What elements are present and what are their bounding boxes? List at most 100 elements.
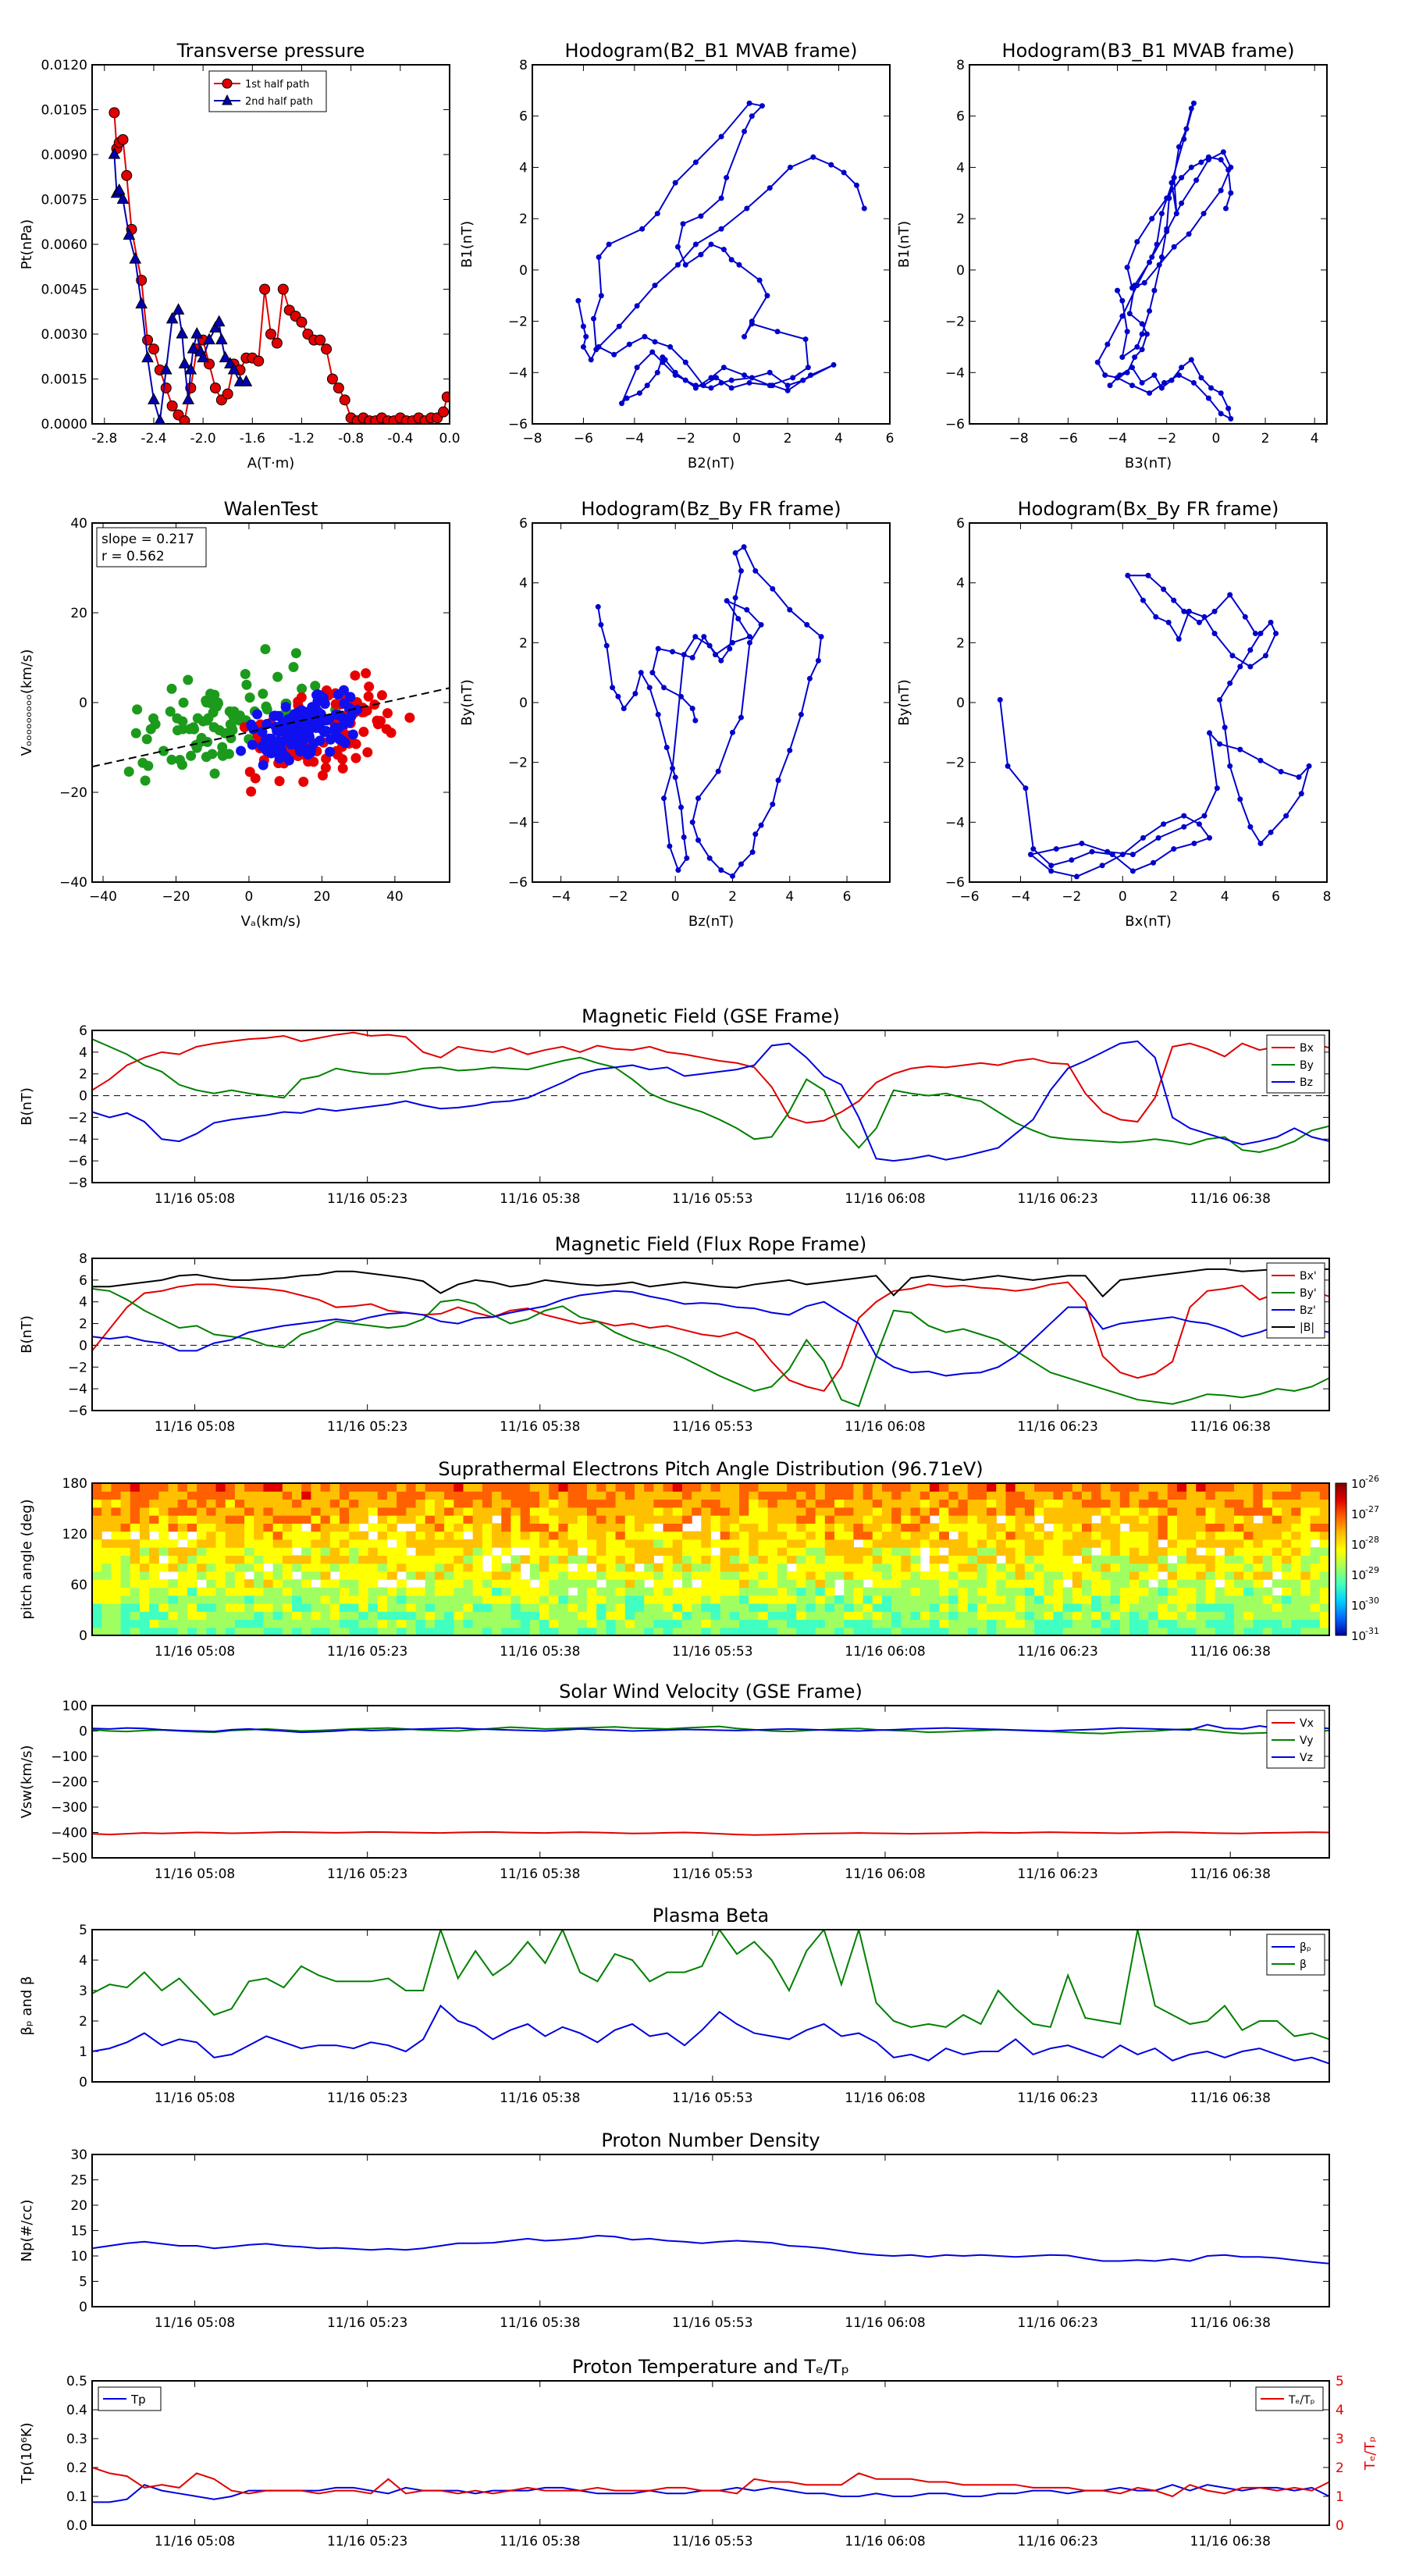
x-tick-label: 11/16 06:08 <box>845 1419 925 1435</box>
heatmap-cell <box>234 1571 245 1580</box>
data-point <box>720 247 727 253</box>
heatmap-cell <box>549 1531 560 1540</box>
heatmap-cell <box>120 1611 131 1621</box>
heatmap-cell <box>549 1555 560 1564</box>
data-point <box>764 293 770 299</box>
heatmap-cell <box>1272 1523 1282 1532</box>
data-point <box>108 107 120 119</box>
heatmap-cell <box>1176 1499 1187 1508</box>
heatmap-cell <box>891 1579 902 1589</box>
heatmap-cell <box>967 1587 978 1596</box>
data-point <box>1168 377 1175 383</box>
heatmap-cell <box>1110 1563 1121 1572</box>
heatmap-cell <box>587 1627 597 1636</box>
heatmap-cell <box>844 1539 854 1548</box>
data-point <box>1129 868 1136 874</box>
heatmap-cell <box>263 1627 274 1636</box>
axes-frame <box>91 1929 1330 2083</box>
heatmap-cell <box>692 1587 702 1596</box>
heatmap-cell <box>168 1627 179 1636</box>
data-point <box>767 185 773 191</box>
data-point <box>1217 696 1223 703</box>
heatmap-cell <box>1253 1523 1264 1532</box>
data-point <box>246 786 257 797</box>
heatmap-cell <box>158 1627 169 1636</box>
heatmap-cell <box>1234 1539 1244 1548</box>
data-point <box>1273 631 1279 637</box>
heatmap-cell <box>948 1483 959 1492</box>
heatmap-cell <box>1062 1483 1073 1492</box>
data-point <box>1053 846 1059 852</box>
y-tick-label: 2 <box>519 635 528 651</box>
heatmap-cell <box>1044 1499 1055 1508</box>
heatmap-cell <box>863 1515 873 1524</box>
heatmap-cell <box>1044 1571 1055 1580</box>
heatmap-cell <box>168 1491 179 1500</box>
data-point <box>1129 285 1135 291</box>
heatmap-cell <box>225 1523 236 1532</box>
heatmap-cell <box>720 1579 731 1589</box>
heatmap-cell <box>749 1571 759 1580</box>
heatmap-cell <box>910 1547 921 1556</box>
heatmap-cell <box>558 1571 569 1580</box>
heatmap-cell <box>1119 1555 1130 1564</box>
data-point <box>248 724 259 735</box>
heatmap-cell <box>777 1555 788 1564</box>
heatmap-cell <box>1282 1563 1292 1572</box>
heatmap-cell <box>1110 1523 1121 1532</box>
heatmap-cell <box>767 1627 778 1636</box>
heatmap-cell <box>377 1483 388 1492</box>
heatmap-cell <box>701 1523 712 1532</box>
data-point <box>148 393 160 404</box>
heatmap-cell <box>1282 1523 1292 1532</box>
x-tick-label: 11/16 06:23 <box>1017 1191 1097 1207</box>
heatmap-cell <box>263 1619 274 1628</box>
heatmap-cell <box>806 1523 816 1532</box>
heatmap-cell <box>872 1531 883 1540</box>
heatmap-cell <box>872 1555 883 1564</box>
heatmap-cell <box>1282 1515 1292 1524</box>
heatmap-cell <box>234 1587 245 1596</box>
data-point <box>744 607 750 613</box>
heatmap-cell <box>701 1499 712 1508</box>
heatmap-cell <box>587 1491 597 1500</box>
heatmap-cell <box>587 1507 597 1516</box>
heatmap-cell <box>919 1515 930 1524</box>
heatmap-cell <box>1272 1499 1282 1508</box>
data-point <box>1186 231 1192 237</box>
heatmap-cell <box>358 1595 369 1604</box>
heatmap-cell <box>158 1603 169 1612</box>
heatmap-cell <box>311 1611 322 1621</box>
x-tick-label: −8 <box>1009 431 1029 447</box>
heatmap-cell <box>901 1563 912 1572</box>
heatmap-cell <box>434 1587 445 1596</box>
heatmap-cell <box>463 1627 474 1636</box>
data-point <box>1247 664 1254 670</box>
data-point <box>289 724 300 735</box>
heatmap-cell <box>1176 1523 1187 1532</box>
heatmap-cell <box>415 1555 426 1564</box>
data-point <box>706 855 713 861</box>
heatmap-cell <box>663 1499 674 1508</box>
heatmap-cell <box>720 1539 731 1548</box>
heatmap-cell <box>301 1619 312 1628</box>
colorbar-tick-label: 10 <box>1351 1507 1366 1521</box>
heatmap-cell <box>672 1563 683 1572</box>
heatmap-cell <box>225 1483 236 1492</box>
heatmap-cell <box>663 1515 674 1524</box>
heatmap-cell <box>872 1563 883 1572</box>
y-tick-label: 0.0000 <box>41 417 87 432</box>
data-point <box>241 679 252 690</box>
legend-label: Bx <box>1300 1042 1314 1055</box>
data-point <box>320 763 331 774</box>
heatmap-cell <box>910 1603 921 1612</box>
data-point <box>1217 741 1223 747</box>
data-point <box>841 169 847 176</box>
data-point <box>363 691 374 702</box>
heatmap-cell <box>139 1627 150 1636</box>
heatmap-cell <box>482 1531 493 1540</box>
heatmap-cell <box>177 1515 188 1524</box>
heatmap-cell <box>520 1523 531 1532</box>
heatmap-cell <box>377 1563 388 1572</box>
heatmap-cell <box>454 1603 464 1612</box>
